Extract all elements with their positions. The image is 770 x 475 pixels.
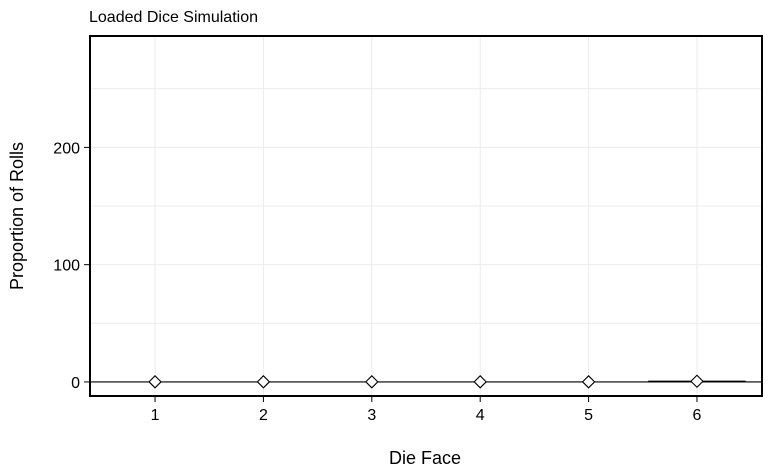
data-point-face-4 <box>473 375 487 389</box>
x-tick-label: 3 <box>367 407 376 424</box>
data-point-face-1 <box>148 375 162 389</box>
grid <box>90 36 762 396</box>
data-marks <box>148 374 746 389</box>
data-point-face-2 <box>256 375 271 389</box>
y-tick-label: 0 <box>71 375 80 392</box>
chart-title: Loaded Dice Simulation <box>89 9 258 26</box>
data-point-face-5 <box>581 375 596 389</box>
plot-frame <box>89 35 763 397</box>
data-point-face-3 <box>365 375 379 389</box>
y-axis-ticks: 0 100 200 <box>53 140 90 392</box>
y-tick-label: 100 <box>53 258 80 275</box>
x-axis-label: Die Face <box>389 448 461 468</box>
y-tick-label: 200 <box>53 140 80 157</box>
x-tick-label: 5 <box>584 407 593 424</box>
x-tick-label: 4 <box>476 407 485 424</box>
x-axis-ticks: 1 2 3 4 5 6 <box>151 396 702 424</box>
x-tick-label: 2 <box>259 407 268 424</box>
x-tick-label: 1 <box>151 407 160 424</box>
y-axis-label: Proportion of Rolls <box>7 142 27 290</box>
data-point-face-6 <box>690 374 704 389</box>
x-tick-label: 6 <box>693 407 702 424</box>
